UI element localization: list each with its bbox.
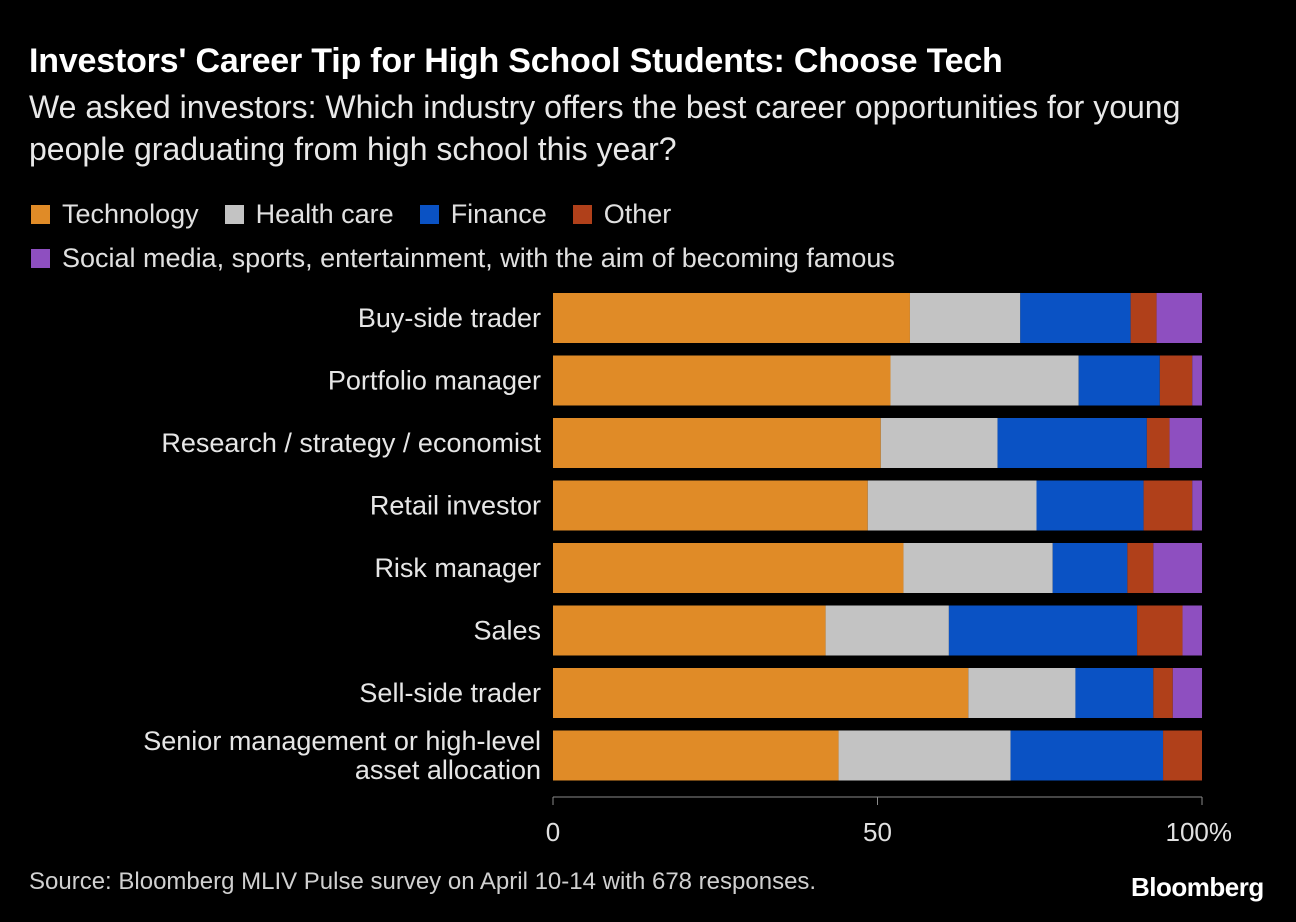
bar-segment	[997, 418, 1147, 468]
x-tick-label: 50	[863, 817, 892, 847]
bar-segment	[1192, 480, 1202, 531]
legend-item-other: Other	[572, 199, 672, 230]
bar-segment	[553, 293, 910, 343]
bar-segment	[903, 543, 1053, 593]
bar-segment	[553, 668, 969, 718]
bar-segment	[553, 605, 826, 656]
bar-segment	[880, 418, 998, 468]
bar-segment	[1153, 668, 1173, 718]
bar-segment	[1153, 543, 1203, 593]
legend-row: Social media, sports, entertainment, wit…	[31, 240, 1231, 277]
bar-segment	[1137, 605, 1183, 656]
bar-segment	[1146, 418, 1170, 468]
category-label: Buy-side trader	[358, 303, 541, 333]
bar-segment	[838, 730, 1011, 781]
legend-item-social-media: Social media, sports, entertainment, wit…	[31, 243, 895, 274]
x-tick-label: 0	[546, 817, 560, 847]
category-label: Research / strategy / economist	[161, 428, 541, 458]
legend-swatch	[31, 249, 50, 268]
bar-segment	[553, 480, 868, 531]
legend-label: Health care	[255, 199, 394, 229]
legend-item-technology: Technology	[31, 199, 199, 230]
bar-segment	[890, 355, 1079, 406]
bar-segment	[553, 543, 904, 593]
legend-swatch	[31, 205, 50, 224]
x-tick-label: 100%	[1166, 817, 1233, 847]
bar-segment	[553, 355, 891, 406]
bar-segment	[1078, 355, 1160, 406]
category-label: Retail investor	[370, 491, 541, 521]
bar-segment	[909, 293, 1021, 343]
bar-segment	[1075, 668, 1154, 718]
bar-segment	[1143, 480, 1193, 531]
bloomberg-logo: Bloomberg	[1131, 872, 1264, 902]
legend-label: Technology	[62, 199, 199, 229]
legend-label: Finance	[450, 199, 547, 229]
legend-row: Technology Health care Finance Other	[31, 196, 1231, 233]
chart-subtitle: We asked investors: Which industry offer…	[29, 89, 1181, 167]
chart-title: Investors' Career Tip for High School St…	[29, 42, 1003, 80]
bar-segment	[1052, 543, 1128, 593]
bar-segment	[1169, 418, 1202, 468]
bar-segment	[867, 480, 1037, 531]
legend-item-health-care: Health care	[224, 199, 394, 230]
category-label: Sales	[473, 616, 541, 646]
bar-segment	[553, 418, 881, 468]
bar-segment	[1130, 293, 1157, 343]
bar-segment	[825, 605, 949, 656]
legend: Technology Health care Finance Other Soc…	[31, 196, 1231, 284]
bar-segment	[1172, 668, 1203, 718]
legend-swatch	[419, 205, 439, 224]
bar-segment	[1127, 543, 1154, 593]
category-label: Risk manager	[374, 553, 541, 583]
bar-segment	[1192, 355, 1202, 406]
legend-label: Other	[603, 199, 672, 229]
category-label: Portfolio manager	[328, 366, 541, 396]
legend-item-finance: Finance	[419, 199, 547, 230]
bar-segment	[553, 730, 839, 781]
bar-segment	[948, 605, 1138, 656]
category-label: Sell-side trader	[359, 678, 541, 708]
bar-segment	[1159, 355, 1193, 406]
bar-segment	[1036, 480, 1144, 531]
bar-segment	[1163, 730, 1202, 781]
legend-swatch	[224, 205, 244, 224]
bar-segment	[1182, 605, 1202, 656]
bar-segment	[968, 668, 1076, 718]
category-label: Senior management or high-level asset all…	[143, 726, 541, 785]
source-note: Source: Bloomberg MLIV Pulse survey on A…	[29, 868, 817, 895]
legend-swatch	[572, 205, 592, 224]
bar-segment	[1010, 730, 1164, 781]
bar-segment	[1020, 293, 1131, 343]
legend-label: Social media, sports, entertainment, wit…	[62, 243, 895, 273]
bar-segment	[1156, 293, 1202, 343]
